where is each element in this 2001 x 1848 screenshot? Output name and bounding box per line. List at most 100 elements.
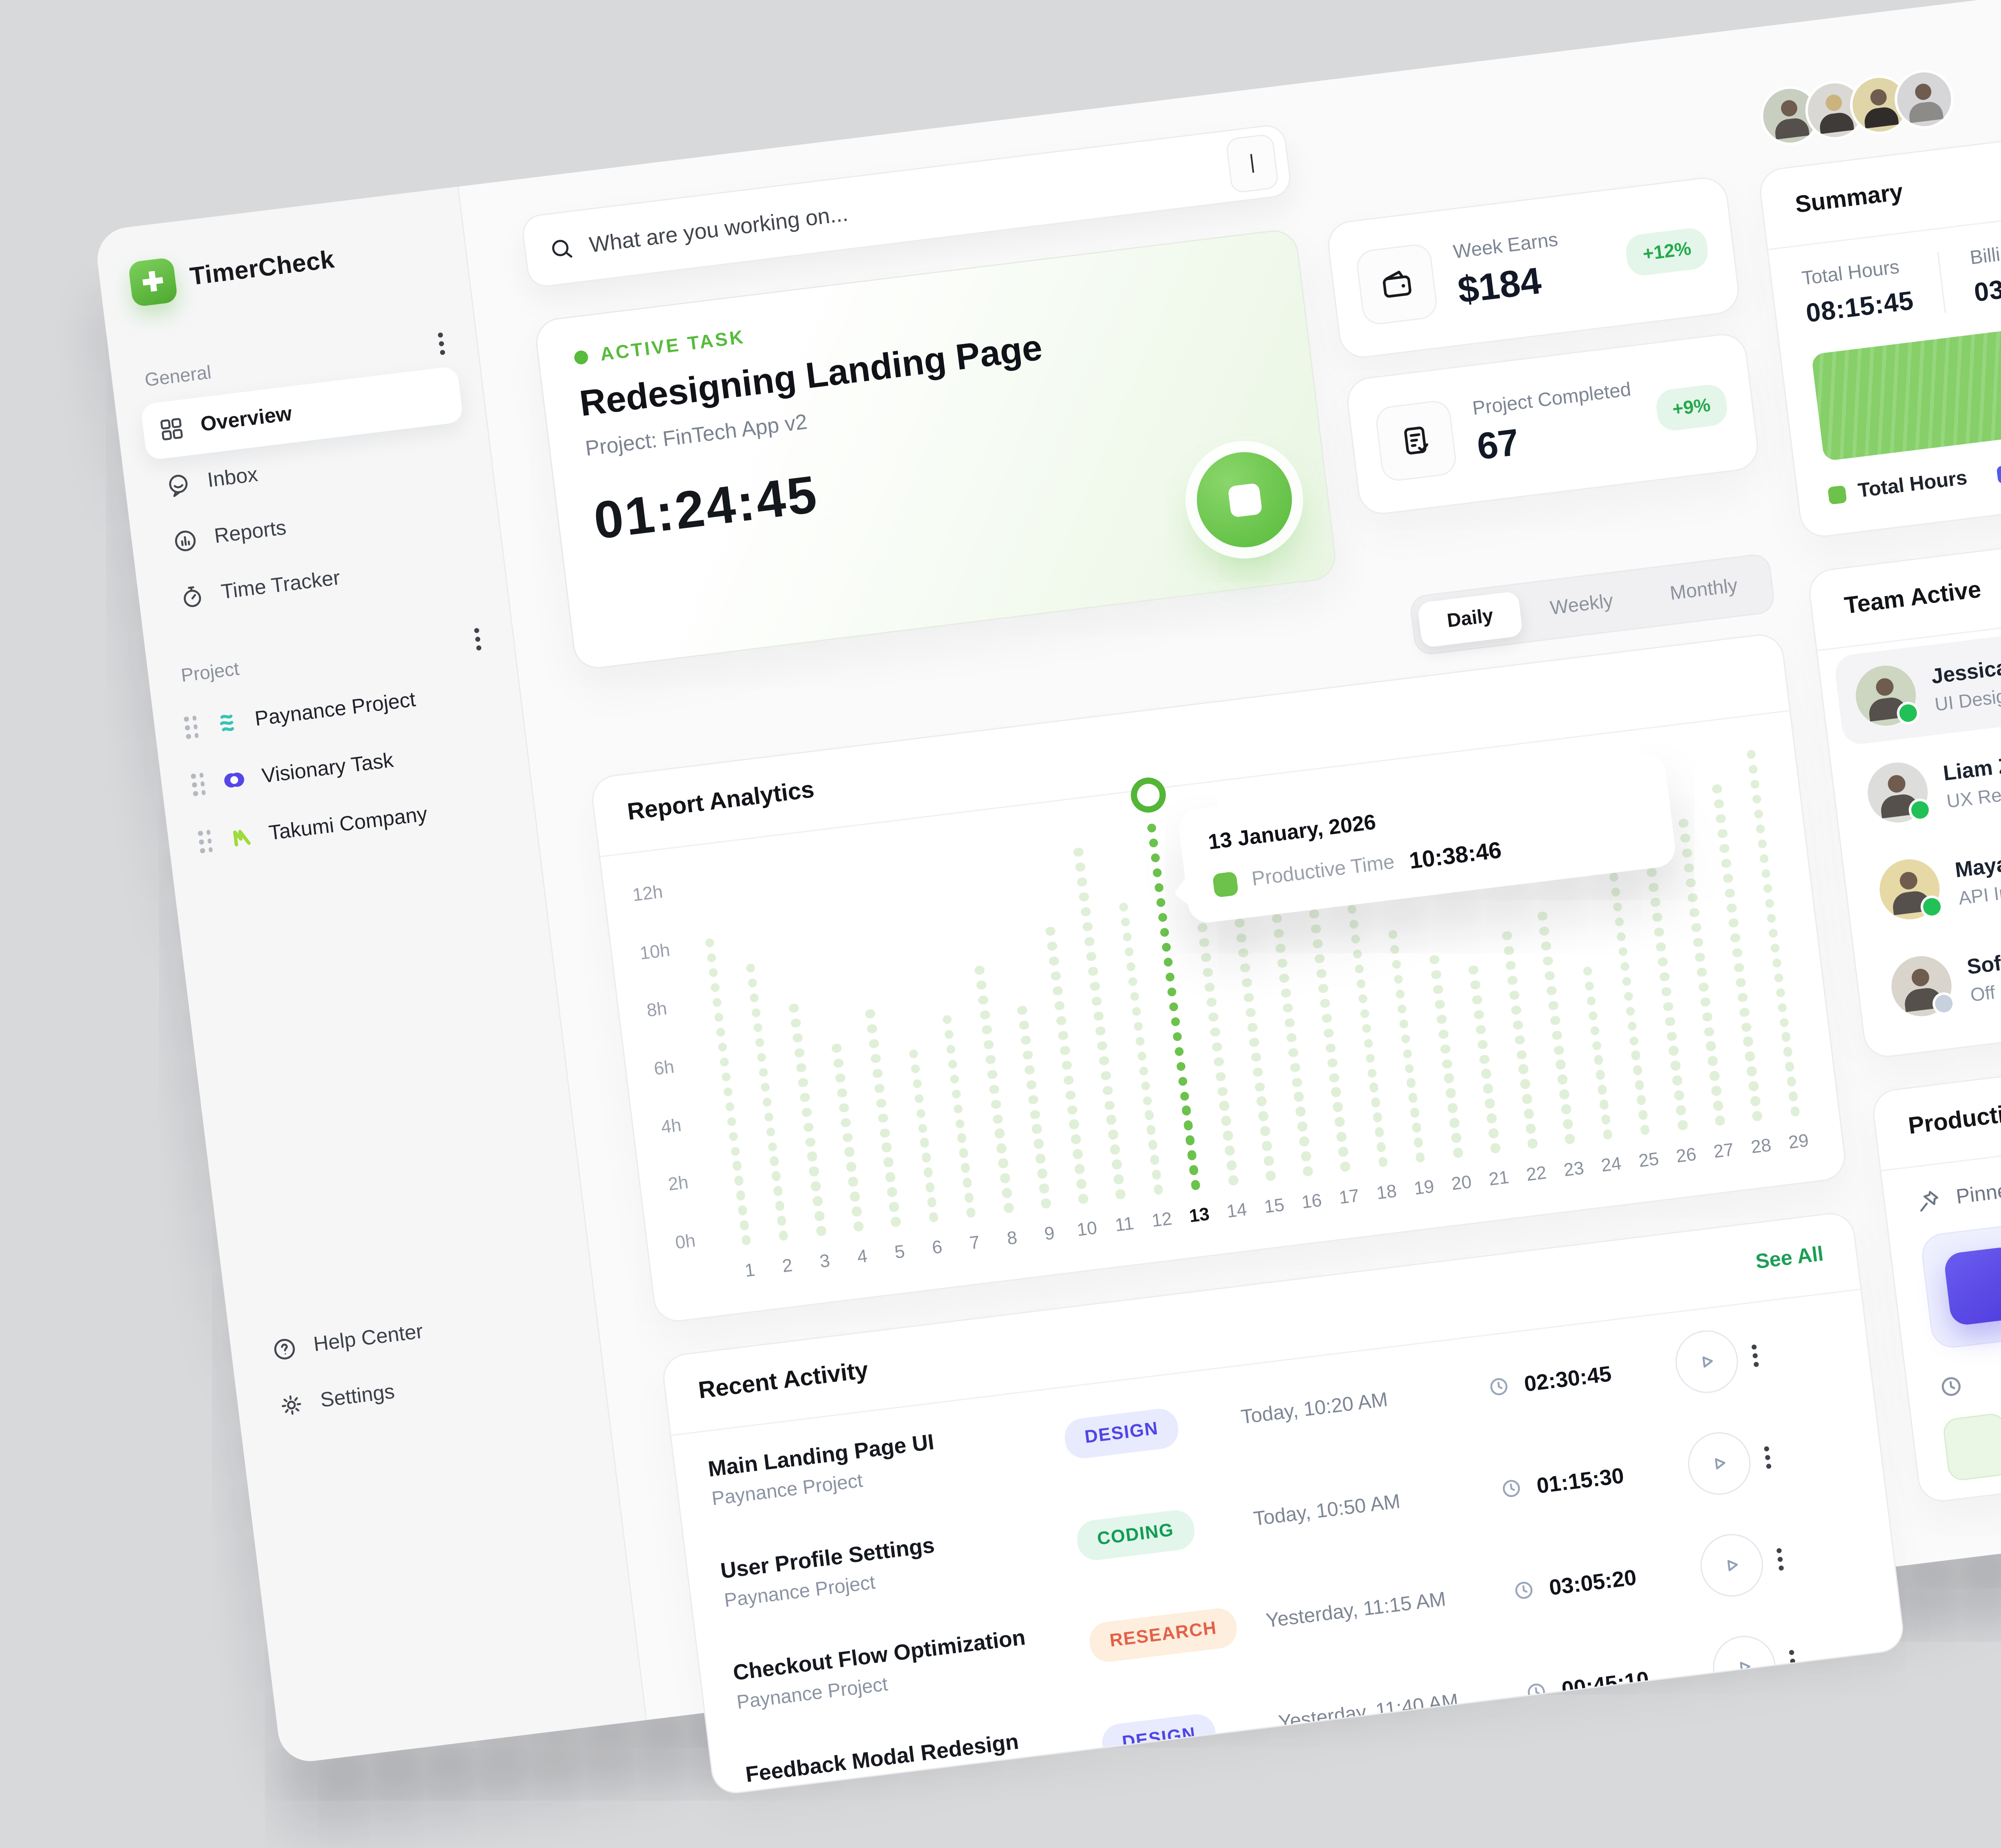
tag-badge: DESIGN (1100, 1712, 1219, 1766)
row-kebab-icon[interactable] (1776, 1548, 1784, 1571)
sidebar-item-overview[interactable]: Overview (140, 366, 464, 461)
chart-circle-icon (175, 530, 196, 551)
sidebar-item-label: Time Tracker (220, 567, 341, 604)
green-tile-icon (1942, 1412, 2001, 1482)
play-button[interactable] (1684, 1429, 1754, 1499)
play-button[interactable] (1709, 1632, 1779, 1702)
drag-handle-icon[interactable] (191, 773, 206, 796)
recent-activity-title: Recent Activity (697, 1358, 870, 1405)
play-button[interactable] (1672, 1327, 1742, 1397)
app-window: ✚ TimerCheck General Overview Inbox (94, 0, 2001, 1796)
play-icon (1727, 1560, 1738, 1572)
search-icon (552, 239, 572, 257)
clock-icon (1941, 1377, 1961, 1396)
doc-check-icon (1374, 399, 1458, 483)
chart-column-day-4[interactable] (825, 1042, 870, 1233)
activity-duration: 02:30:45 (1522, 1360, 1613, 1396)
member-role: Off (1969, 982, 1996, 1006)
waves-icon (220, 714, 235, 731)
shortcut-key-button[interactable]: | (1225, 133, 1279, 194)
x-tick-label: 24 (1600, 1154, 1623, 1177)
x-tick-label: 12 (1151, 1209, 1174, 1232)
kebab-menu-icon[interactable] (474, 628, 482, 651)
team-active-card: Team Active Jessica Ca UI Design (1806, 514, 2001, 1060)
avatar (1888, 952, 1956, 1020)
play-icon (1740, 1662, 1750, 1673)
topbar: What are you working on... | (520, 19, 2001, 289)
sidebar-item-settings[interactable]: Settings (260, 1342, 584, 1436)
x-tick-label: 2 (781, 1256, 794, 1278)
search-input[interactable]: What are you working on... | (520, 123, 1293, 289)
member-name: Jessica Ca (1930, 651, 2001, 688)
activity-date: Yesterday, 11:15 AM (1265, 1589, 1447, 1632)
x-tick-label: 6 (931, 1238, 944, 1259)
activity-duration: 00:45:10 (1560, 1666, 1650, 1702)
chart-column-day-5[interactable] (859, 1008, 907, 1228)
play-icon (1715, 1458, 1725, 1470)
pinned-app-icon[interactable] (1943, 1245, 2001, 1327)
chart-column-day-21[interactable] (1462, 964, 1507, 1155)
chart-plot: 1 2 3 4 5 6 7 8 9 10 11 12 13 14 15 16 17 18 19 20 21 22 23 24 2… (691, 748, 1811, 1283)
sidebar-project-paynance[interactable]: Paynance Project (176, 661, 500, 757)
stat-label: Week Earns (1452, 228, 1560, 263)
clock-icon (1515, 1582, 1532, 1599)
x-tick-label: 27 (1713, 1140, 1735, 1163)
sidebar-project-takumi[interactable]: Takumi Company (191, 776, 514, 871)
sidebar-item-inbox[interactable]: Inbox (147, 422, 471, 516)
x-tick-label: 15 (1263, 1195, 1286, 1218)
circles-icon (225, 772, 245, 788)
project-section-label: Project (180, 658, 241, 686)
row-kebab-icon[interactable] (1789, 1650, 1797, 1673)
drag-handle-icon[interactable] (183, 716, 199, 739)
app-logo[interactable]: ✚ TimerCheck (128, 224, 445, 307)
avatar (1864, 759, 1933, 826)
chart-column-day-7[interactable] (936, 1013, 982, 1219)
stop-icon (1227, 482, 1262, 517)
chart-column-day-22[interactable] (1496, 929, 1544, 1150)
sidebar-item-label: Help Center (312, 1320, 424, 1356)
grid-icon (160, 418, 183, 441)
row-kebab-icon[interactable] (1764, 1446, 1772, 1469)
clock-icon (1527, 1683, 1545, 1701)
report-analytics-title: Report Analytics (626, 777, 816, 826)
chart-column-day-20[interactable] (1423, 954, 1469, 1159)
drag-handle-icon[interactable] (198, 830, 213, 853)
chart-column-day-24[interactable] (1577, 965, 1619, 1140)
chart-column-day-9[interactable] (1011, 1004, 1057, 1210)
chart-column-day-6[interactable] (902, 1048, 945, 1223)
help-icon (274, 1339, 295, 1360)
play-button[interactable] (1697, 1530, 1767, 1600)
sidebar-project-visionary[interactable]: Visionary Task (183, 718, 507, 814)
sidebar-item-help-center[interactable]: Help Center (253, 1286, 577, 1381)
tag-badge: DESIGN (1062, 1406, 1181, 1461)
tag-badge: RESEARCH (1087, 1606, 1239, 1664)
x-tick-label: 14 (1226, 1200, 1249, 1223)
sidebar-item-reports[interactable]: Reports (154, 477, 477, 572)
row-kebab-icon[interactable] (1751, 1344, 1759, 1367)
x-tick-label: 28 (1750, 1136, 1773, 1158)
sidebar-project-label: Takumi Company (267, 802, 429, 844)
sidebar-item-time-tracker[interactable]: Time Tracker (161, 533, 484, 628)
avatar (1876, 856, 1945, 923)
member-role: API In (1957, 881, 2001, 909)
sidebar-project-label: Visionary Task (261, 748, 395, 787)
x-tick-label: 23 (1562, 1159, 1585, 1181)
project-completed-card: Project Completed 67 +9% (1344, 331, 1761, 517)
gear-icon (281, 1395, 301, 1415)
week-earns-card: Week Earns $184 +12% (1325, 175, 1742, 361)
tab-weekly[interactable]: Weekly (1549, 590, 1615, 620)
kebab-menu-icon[interactable] (437, 332, 446, 355)
chat-icon (169, 475, 188, 497)
tooltip-value: 10:38:46 (1407, 836, 1503, 874)
see-all-link[interactable]: See All (1754, 1242, 1825, 1273)
tab-daily[interactable]: Daily (1417, 591, 1524, 648)
x-tick-label: 8 (1006, 1228, 1018, 1250)
x-tick-label: 9 (1043, 1224, 1056, 1245)
tab-monthly[interactable]: Monthly (1669, 575, 1739, 605)
activity-row: Main Landing Page UI Paynance Project DE… (671, 1290, 1873, 1537)
activity-date: Today, 10:20 AM (1240, 1389, 1389, 1429)
tag-badge: CODING (1075, 1508, 1196, 1562)
search-placeholder: What are you working on... (587, 200, 850, 257)
active-task-status-label: ACTIVE TASK (599, 326, 747, 366)
